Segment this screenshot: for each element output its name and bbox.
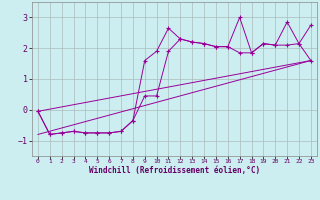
X-axis label: Windchill (Refroidissement éolien,°C): Windchill (Refroidissement éolien,°C) xyxy=(89,166,260,175)
